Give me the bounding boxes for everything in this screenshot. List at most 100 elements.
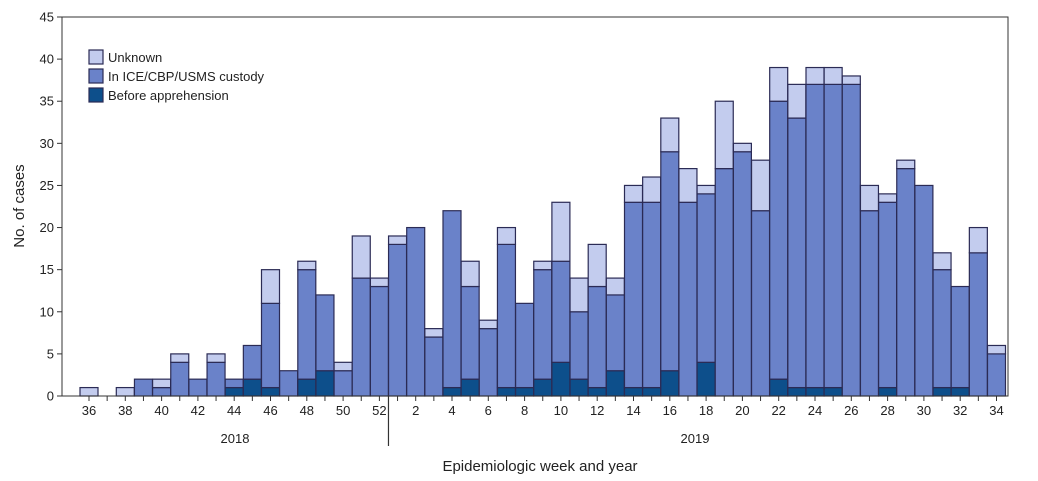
x-tick-label-50: 50 xyxy=(336,403,350,418)
bar-week-29-in-ice-cbp-usms-custody xyxy=(896,168,916,397)
x-tick-label-46: 46 xyxy=(263,403,277,418)
bar-week-23-in-ice-cbp-usms-custody xyxy=(787,117,807,389)
bar-week-38-unknown xyxy=(115,386,135,397)
bar-week-46-unknown xyxy=(260,269,281,304)
bar-week-11-before-apprehension xyxy=(569,378,589,397)
bar-week-31-unknown xyxy=(932,252,952,271)
x-tick-label-12: 12 xyxy=(590,403,604,418)
bar-week-31-before-apprehension xyxy=(932,386,952,397)
bar-week-52-in-ice-cbp-usms-custody xyxy=(369,285,389,397)
x-tick-label-34: 34 xyxy=(989,403,1003,418)
bar-week-33-in-ice-cbp-usms-custody xyxy=(968,252,988,397)
x-tick-label-14: 14 xyxy=(626,403,640,418)
x-tick-label-24: 24 xyxy=(808,403,822,418)
bar-week-29-unknown xyxy=(896,159,916,170)
legend-swatch-before-apprehension xyxy=(88,87,104,103)
y-tick-label-35: 35 xyxy=(40,94,54,109)
legend-label-unknown: Unknown xyxy=(108,50,162,65)
bar-week-7-unknown xyxy=(496,226,517,245)
bar-week-33-unknown xyxy=(968,226,988,254)
bar-week-7-before-apprehension xyxy=(496,386,517,397)
bar-week-13-in-ice-cbp-usms-custody xyxy=(605,294,625,372)
y-axis-title: No. of cases xyxy=(11,164,28,247)
bar-week-46-before-apprehension xyxy=(260,386,281,397)
bar-week-20-in-ice-cbp-usms-custody xyxy=(732,151,753,397)
x-axis-title: Epidemiologic week and year xyxy=(442,458,637,475)
bar-week-32-in-ice-cbp-usms-custody xyxy=(950,285,970,389)
bar-week-44-before-apprehension xyxy=(224,386,244,397)
bar-week-12-in-ice-cbp-usms-custody xyxy=(587,285,607,389)
x-tick-label-30: 30 xyxy=(917,403,931,418)
bar-week-19-in-ice-cbp-usms-custody xyxy=(714,168,734,397)
bar-week-27-unknown xyxy=(859,184,880,212)
y-tick-label-5: 5 xyxy=(47,346,54,361)
bar-week-46-in-ice-cbp-usms-custody xyxy=(260,302,281,389)
bar-week-34-in-ice-cbp-usms-custody xyxy=(986,353,1007,397)
bar-week-25-before-apprehension xyxy=(823,386,843,397)
bar-week-36-unknown xyxy=(79,386,99,397)
bar-week-48-in-ice-cbp-usms-custody xyxy=(297,269,317,380)
bar-week-16-unknown xyxy=(660,117,680,153)
bar-week-21-in-ice-cbp-usms-custody xyxy=(750,210,771,397)
bar-week-17-unknown xyxy=(678,168,698,203)
bar-week-19-unknown xyxy=(714,100,734,170)
bar-week-49-before-apprehension xyxy=(315,370,335,397)
year-label-2019: 2019 xyxy=(681,431,710,446)
x-tick-label-8: 8 xyxy=(521,403,528,418)
bar-week-13-before-apprehension xyxy=(605,370,625,397)
bar-week-6-unknown xyxy=(478,319,498,330)
bar-week-49-in-ice-cbp-usms-custody xyxy=(315,294,335,372)
x-tick-label-4: 4 xyxy=(448,403,455,418)
year-label-2018: 2018 xyxy=(221,431,250,446)
bar-week-3-unknown xyxy=(424,328,444,338)
x-tick-label-44: 44 xyxy=(227,403,241,418)
bar-week-21-unknown xyxy=(750,159,771,212)
bar-week-41-in-ice-cbp-usms-custody xyxy=(170,361,190,397)
plot-frame xyxy=(61,16,1009,397)
bar-week-48-unknown xyxy=(297,260,317,271)
bar-week-12-before-apprehension xyxy=(587,386,607,397)
bar-week-8-before-apprehension xyxy=(514,386,535,397)
bar-week-15-in-ice-cbp-usms-custody xyxy=(642,201,662,389)
x-tick-label-20: 20 xyxy=(735,403,749,418)
bar-week-25-unknown xyxy=(823,66,843,85)
x-tick-label-22: 22 xyxy=(771,403,785,418)
bar-week-51-unknown xyxy=(351,235,371,279)
x-tick-label-26: 26 xyxy=(844,403,858,418)
x-tick-label-42: 42 xyxy=(191,403,205,418)
x-tick-label-18: 18 xyxy=(699,403,713,418)
bar-week-2-in-ice-cbp-usms-custody xyxy=(406,226,426,397)
y-tick-label-20: 20 xyxy=(40,220,54,235)
y-tick-label-15: 15 xyxy=(40,262,54,277)
x-tick-label-2: 2 xyxy=(412,403,419,418)
bar-week-14-in-ice-cbp-usms-custody xyxy=(623,201,644,389)
bar-week-25-in-ice-cbp-usms-custody xyxy=(823,83,843,389)
x-tick-label-6: 6 xyxy=(485,403,492,418)
bar-week-24-unknown xyxy=(805,66,825,85)
legend-label-in-ice-cbp-usms-custody: In ICE/CBP/USMS custody xyxy=(108,69,265,84)
bar-week-17-in-ice-cbp-usms-custody xyxy=(678,201,698,397)
bar-week-43-unknown xyxy=(206,353,226,363)
legend: Unknown In ICE/CBP/USMS custody Before app… xyxy=(88,49,265,103)
bar-week-23-before-apprehension xyxy=(787,386,807,397)
legend-label-before-apprehension: Before apprehension xyxy=(108,88,229,103)
bar-week-16-before-apprehension xyxy=(660,370,680,397)
bar-week-9-before-apprehension xyxy=(533,378,553,397)
bar-week-28-before-apprehension xyxy=(877,386,898,397)
bar-week-18-unknown xyxy=(696,184,716,195)
bar-week-11-unknown xyxy=(569,277,589,313)
y-tick-label-0: 0 xyxy=(47,389,54,404)
bar-week-10-unknown xyxy=(551,201,571,262)
bar-week-43-in-ice-cbp-usms-custody xyxy=(206,361,226,397)
bar-week-41-unknown xyxy=(170,353,190,363)
x-tick-label-16: 16 xyxy=(663,403,677,418)
bar-week-30-in-ice-cbp-usms-custody xyxy=(914,184,934,397)
bar-week-22-unknown xyxy=(769,66,789,102)
bar-week-5-in-ice-cbp-usms-custody xyxy=(460,285,480,380)
bar-week-22-in-ice-cbp-usms-custody xyxy=(769,100,789,380)
bar-week-34-unknown xyxy=(986,344,1007,355)
bar-week-40-in-ice-cbp-usms-custody xyxy=(152,386,172,397)
bar-week-51-in-ice-cbp-usms-custody xyxy=(351,277,371,397)
x-tick-label-38: 38 xyxy=(118,403,132,418)
